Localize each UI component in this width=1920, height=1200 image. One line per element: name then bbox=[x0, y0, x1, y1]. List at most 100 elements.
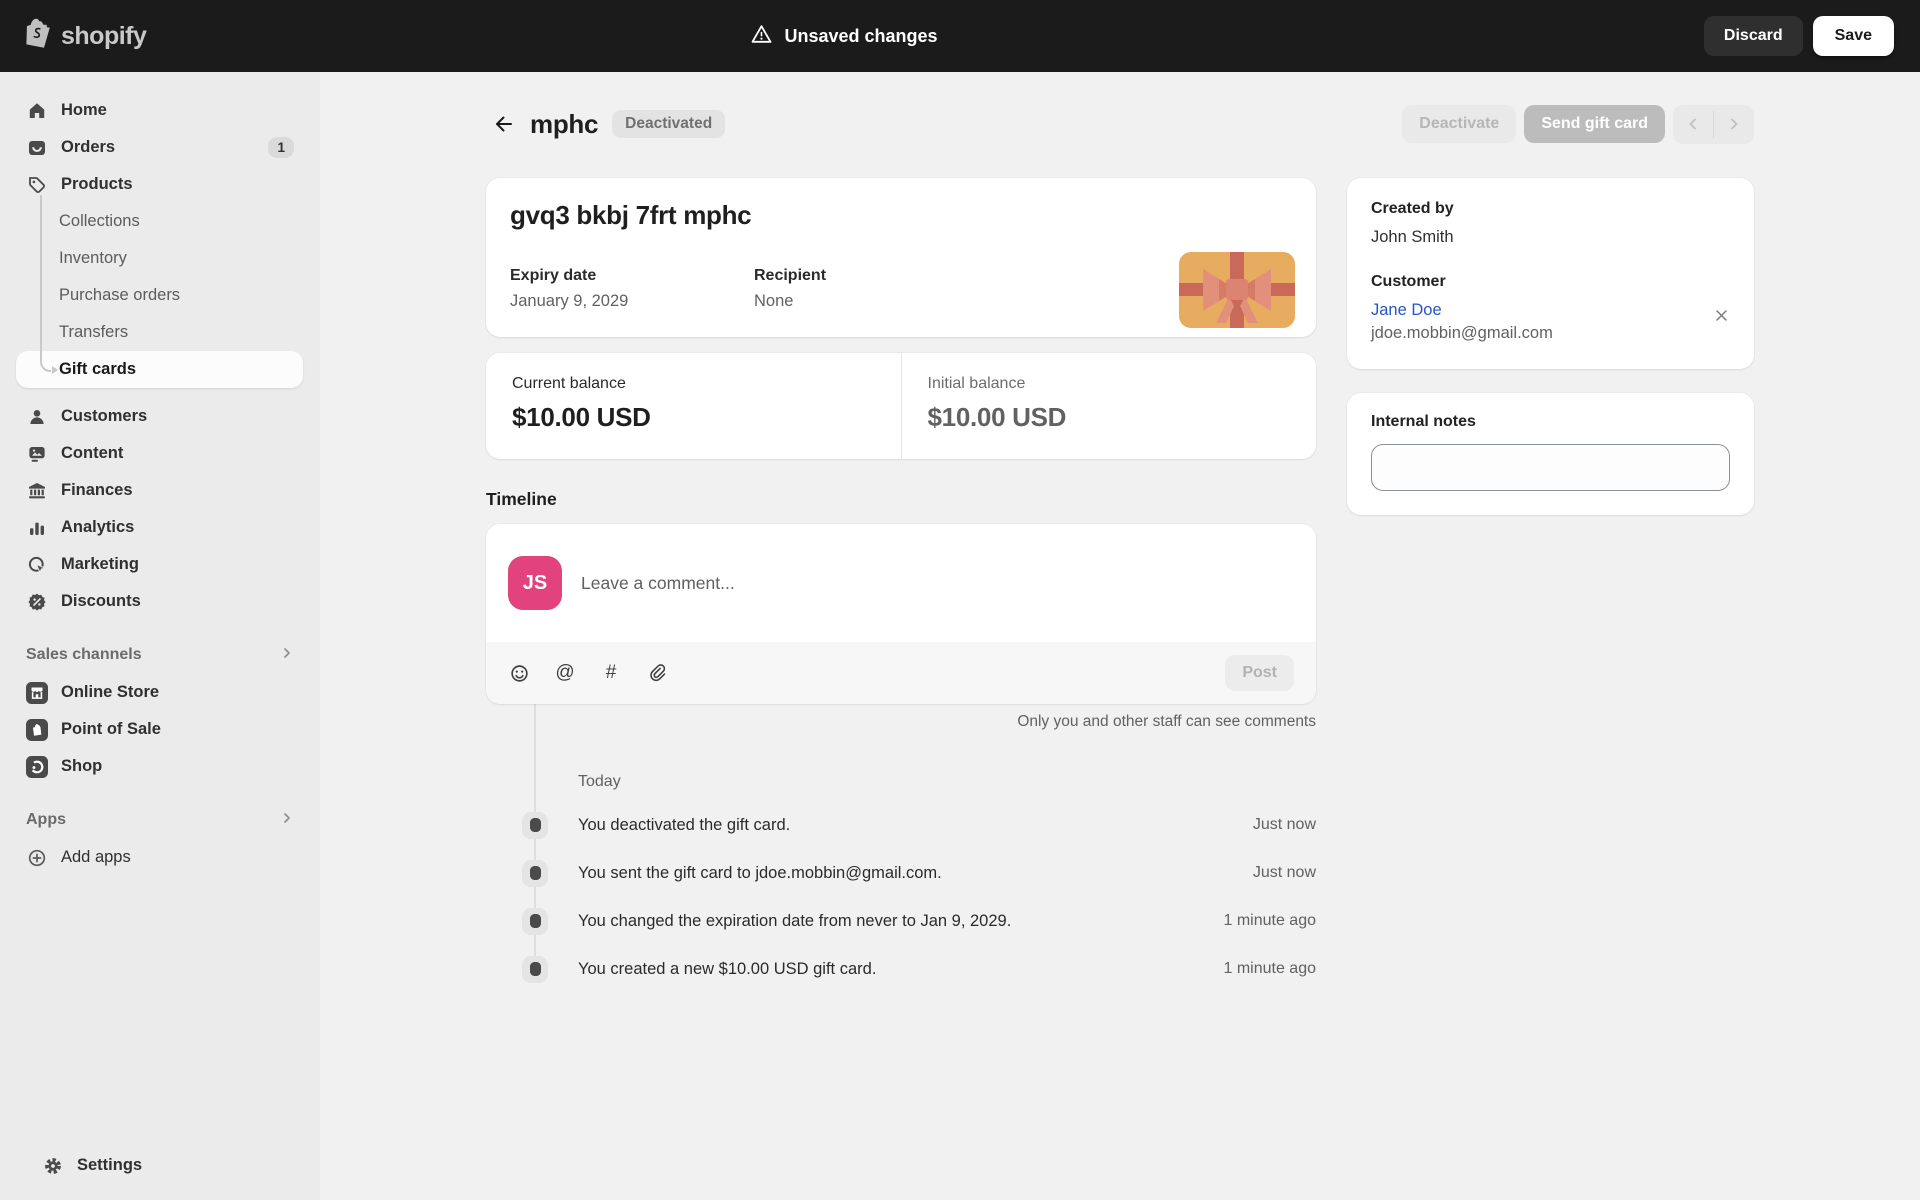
sales-channels-header[interactable]: Sales channels bbox=[16, 642, 304, 668]
balance-card: Current balance $10.00 USD Initial balan… bbox=[486, 353, 1316, 459]
timeline-event: You created a new $10.00 USD gift card. … bbox=[486, 945, 1316, 993]
previous-button[interactable] bbox=[1673, 105, 1713, 144]
discount-badge-icon bbox=[26, 592, 48, 612]
timeline: JS @ # bbox=[486, 524, 1316, 993]
gift-card-illustration bbox=[1179, 252, 1295, 333]
tree-line bbox=[40, 195, 42, 355]
sidebar-item-marketing[interactable]: Marketing bbox=[16, 546, 304, 583]
back-arrow-icon bbox=[496, 116, 512, 132]
tag-icon bbox=[26, 175, 48, 195]
customer-email: jdoe.mobbin@gmail.com bbox=[1371, 324, 1553, 342]
sidebar: Home Orders 1 Products Collections Inven… bbox=[0, 72, 320, 1200]
sidebar-item-online-store[interactable]: Online Store bbox=[16, 674, 304, 711]
sidebar-item-customers[interactable]: Customers bbox=[16, 398, 304, 435]
sidebar-item-shop[interactable]: Shop bbox=[16, 748, 304, 785]
sidebar-item-point-of-sale[interactable]: Point of Sale bbox=[16, 711, 304, 748]
add-apps-plus-icon bbox=[26, 848, 48, 868]
comment-toolbar: @ # Post bbox=[486, 642, 1316, 704]
shopify-logo[interactable]: shopify bbox=[0, 18, 147, 54]
sidebar-item-discounts[interactable]: Discounts bbox=[16, 583, 304, 620]
internal-notes-input[interactable] bbox=[1371, 444, 1730, 491]
shop-icon bbox=[26, 755, 48, 779]
comment-card: JS @ # bbox=[486, 524, 1316, 704]
current-balance-value: $10.00 USD bbox=[512, 402, 651, 432]
main-content: mphc Deactivated Deactivate Send gift ca… bbox=[320, 72, 1920, 1200]
bar-chart-icon bbox=[26, 518, 48, 538]
gift-card-summary-card: gvq3 bkbj 7frt mphc Expiry date January … bbox=[486, 178, 1316, 337]
marketing-target-icon bbox=[26, 555, 48, 575]
timeline-event: You changed the expiration date from nev… bbox=[486, 897, 1316, 945]
deactivate-button[interactable]: Deactivate bbox=[1402, 105, 1517, 143]
shopify-wordmark: shopify bbox=[61, 21, 147, 50]
timeline-heading: Timeline bbox=[486, 489, 557, 509]
sidebar-item-collections[interactable]: Collections bbox=[59, 212, 140, 230]
point-of-sale-icon bbox=[26, 718, 48, 742]
comment-input[interactable] bbox=[581, 572, 1294, 594]
sidebar-item-analytics[interactable]: Analytics bbox=[16, 509, 304, 546]
created-by-label: Created by bbox=[1371, 200, 1454, 217]
sidebar-item-content[interactable]: Content bbox=[16, 435, 304, 472]
chevron-right-icon bbox=[280, 811, 294, 830]
orders-count-badge: 1 bbox=[268, 137, 294, 158]
sidebar-item-inventory[interactable]: Inventory bbox=[59, 249, 127, 267]
initial-balance-value: $10.00 USD bbox=[927, 402, 1067, 432]
remove-customer-button[interactable] bbox=[1706, 300, 1736, 330]
hashtag-icon[interactable]: # bbox=[600, 662, 622, 684]
recipient-value: None bbox=[754, 292, 794, 310]
discard-button[interactable]: Discard bbox=[1703, 16, 1803, 56]
orders-icon bbox=[26, 138, 48, 158]
attachment-icon[interactable] bbox=[646, 662, 668, 684]
customer-name-link[interactable]: Jane Doe bbox=[1371, 301, 1442, 319]
save-button[interactable]: Save bbox=[1812, 16, 1894, 56]
unsaved-changes-indicator: Unsaved changes bbox=[750, 23, 938, 50]
gift-card-code: gvq3 bkbj 7frt mphc bbox=[510, 200, 752, 230]
content-icon bbox=[26, 444, 48, 464]
details-card: Created by John Smith Customer Jane Doe … bbox=[1347, 178, 1754, 369]
customers-icon bbox=[26, 407, 48, 427]
timeline-dot bbox=[522, 811, 548, 839]
apps-header[interactable]: Apps bbox=[16, 807, 304, 833]
sidebar-item-purchase-orders[interactable]: Purchase orders bbox=[59, 286, 181, 304]
expiry-date-label: Expiry date bbox=[510, 267, 597, 284]
sidebar-item-finances[interactable]: Finances bbox=[16, 472, 304, 509]
online-store-icon bbox=[26, 681, 48, 705]
emoji-icon[interactable] bbox=[508, 662, 530, 684]
sidebar-item-label: Home bbox=[61, 101, 107, 119]
tree-arrowhead bbox=[52, 366, 58, 374]
close-icon bbox=[1715, 309, 1727, 321]
initial-balance-label: Initial balance bbox=[927, 375, 1026, 392]
timeline-dot bbox=[522, 955, 548, 983]
timeline-event-time: Just now bbox=[1252, 864, 1316, 881]
pagination bbox=[1673, 104, 1754, 144]
status-badge: Deactivated bbox=[612, 110, 726, 138]
tree-curve bbox=[40, 355, 51, 372]
sidebar-item-orders[interactable]: Orders 1 bbox=[16, 129, 304, 166]
shopify-bag-icon bbox=[26, 18, 53, 54]
timeline-event-time: Just now bbox=[1252, 816, 1316, 833]
current-balance-label: Current balance bbox=[512, 375, 626, 392]
internal-notes-label: Internal notes bbox=[1371, 413, 1476, 430]
customer-label: Customer bbox=[1371, 273, 1446, 290]
sidebar-item-products[interactable]: Products bbox=[16, 166, 304, 203]
timeline-day-label: Today bbox=[578, 773, 621, 790]
send-gift-card-button[interactable]: Send gift card bbox=[1524, 105, 1665, 143]
sidebar-item-home[interactable]: Home bbox=[16, 92, 304, 129]
avatar: JS bbox=[508, 556, 562, 610]
timeline-dot bbox=[522, 859, 548, 887]
unsaved-changes-label: Unsaved changes bbox=[784, 25, 938, 46]
back-button[interactable] bbox=[486, 106, 522, 142]
topbar: shopify Unsaved changes Discard Save bbox=[0, 0, 1920, 72]
sidebar-item-transfers[interactable]: Transfers bbox=[59, 323, 129, 341]
sidebar-item-label: Orders bbox=[61, 138, 116, 156]
timeline-event-time: 1 minute ago bbox=[1223, 912, 1316, 929]
post-button[interactable]: Post bbox=[1225, 655, 1294, 691]
bank-icon bbox=[26, 481, 48, 501]
sidebar-item-label: Products bbox=[61, 175, 133, 193]
sidebar-item-add-apps[interactable]: Add apps bbox=[16, 839, 304, 876]
next-button[interactable] bbox=[1714, 105, 1754, 144]
sidebar-item-gift-cards[interactable]: Gift cards bbox=[16, 351, 303, 388]
sidebar-item-settings[interactable]: Settings bbox=[32, 1147, 288, 1184]
timeline-event-time: 1 minute ago bbox=[1223, 960, 1316, 977]
mention-icon[interactable]: @ bbox=[555, 662, 575, 683]
internal-notes-card: Internal notes bbox=[1347, 393, 1754, 515]
